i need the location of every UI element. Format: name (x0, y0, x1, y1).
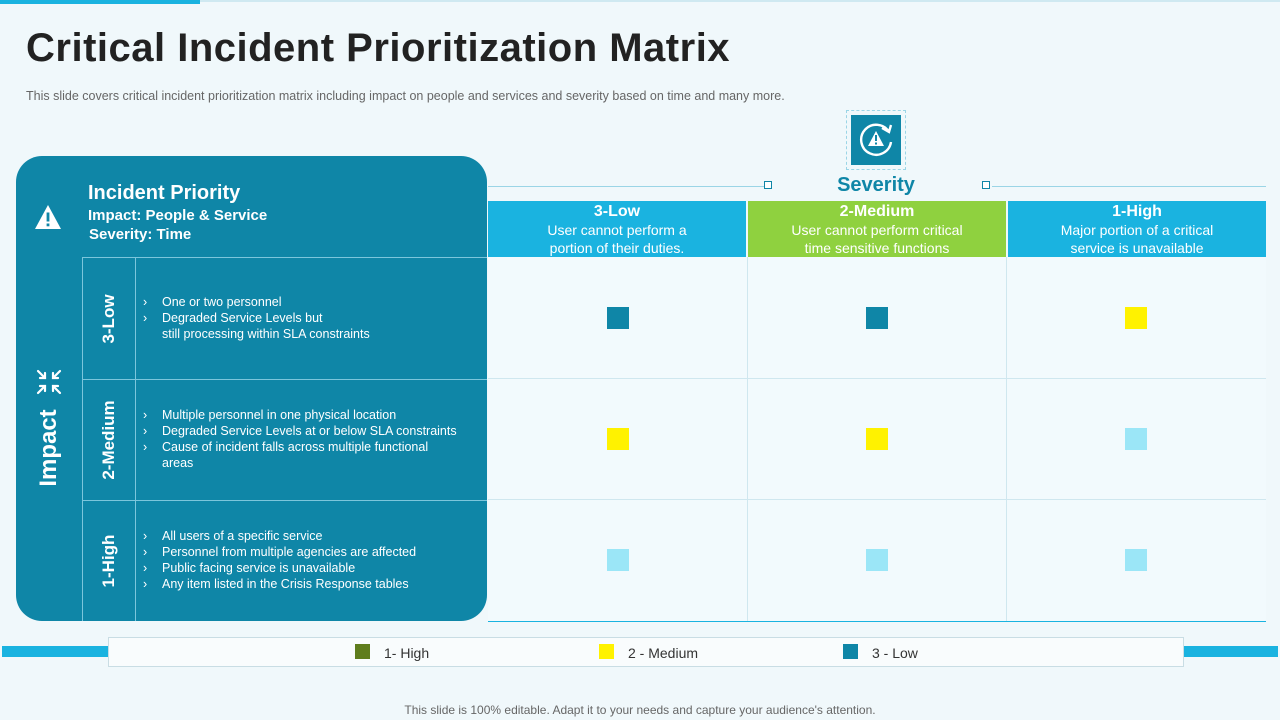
severity-column-desc: User cannot perform critical (791, 222, 963, 238)
matrix-cell-light (865, 548, 888, 571)
impact-bullets: All users of a specific service Personne… (143, 528, 416, 592)
bullet-item: All users of a specific service (143, 528, 416, 544)
severity-column-medium: 2-Medium User cannot perform critical ti… (748, 201, 1006, 257)
priority-matrix-grid (488, 257, 1266, 622)
matrix-cell-low (606, 306, 629, 329)
severity-column-high: 1-High Major portion of a critical servi… (1008, 201, 1266, 257)
impact-rows: 3-Low One or two personnel Degraded Serv… (82, 257, 487, 621)
severity-definition: Severity: Time (89, 226, 192, 243)
bullet-item: One or two personnel (143, 294, 370, 310)
severity-rule-left (488, 186, 764, 187)
legend-label-low: 3 - Low (872, 645, 918, 661)
footer-note: This slide is 100% editable. Adapt it to… (404, 703, 876, 717)
legend-swatch-medium (599, 644, 614, 659)
severity-column-desc: portion of their duties. (549, 240, 685, 256)
bullet-item: Any item listed in the Crisis Response t… (143, 576, 416, 592)
impact-row-low: 3-Low One or two personnel Degraded Serv… (83, 258, 487, 380)
severity-column-label: 3-Low (593, 203, 641, 220)
severity-title: Severity (837, 174, 915, 196)
severity-rule-right (992, 186, 1266, 187)
top-accent (0, 0, 1280, 4)
matrix-cell-light (606, 548, 629, 571)
legend-label-high: 1- High (384, 645, 430, 661)
legend-swatch-low (843, 644, 858, 659)
bullet-item: Personnel from multiple agencies are aff… (143, 544, 416, 560)
impact-column: Impact (16, 258, 82, 621)
bullet-item: areas (162, 456, 194, 470)
matrix-cell-light (1124, 548, 1147, 571)
legend-swatch-high (355, 644, 370, 659)
bullet-item: Cause of incident falls across multiple … (143, 439, 457, 455)
warning-icon (35, 205, 61, 229)
matrix-cell-light (1124, 427, 1147, 450)
bullet-item: Degraded Service Levels at or below SLA … (143, 423, 457, 439)
legend-band-right (1184, 646, 1278, 657)
legend-band-left (2, 646, 108, 657)
matrix-cell-low (865, 306, 888, 329)
bullet-item: Degraded Service Levels but (143, 310, 370, 326)
impact-bullets: Multiple personnel in one physical locat… (143, 407, 457, 471)
bullet-item: Multiple personnel in one physical locat… (143, 407, 457, 423)
arrows-inward-icon (36, 369, 62, 395)
matrix-cell-medium (606, 427, 629, 450)
matrix-cell-medium (865, 427, 888, 450)
page-subtitle: This slide covers critical incident prio… (26, 89, 785, 103)
severity-column-low: 3-Low User cannot perform a portion of t… (488, 201, 746, 257)
impact-bullets: One or two personnel Degraded Service Le… (143, 294, 370, 342)
severity-icon-frame (846, 110, 906, 170)
impact-row-high: 1-High All users of a specific service P… (83, 500, 487, 621)
legend: 1- High 2 - Medium 3 - Low (108, 637, 1184, 667)
impact-label: Impact (35, 409, 62, 487)
incident-priority-panel: Incident Priority Impact: People & Servi… (16, 156, 487, 621)
matrix-cell-medium (1124, 306, 1147, 329)
impact-row-label: 3-Low (99, 293, 118, 344)
severity-column-desc: service is unavailable (1070, 240, 1204, 256)
severity-column-label: 2-Medium (839, 203, 915, 220)
page-title: Critical Incident Prioritization Matrix (26, 26, 731, 70)
selection-handle (764, 181, 772, 189)
selection-handle (982, 181, 990, 189)
impact-row-label: 2-Medium (99, 399, 118, 480)
legend-label-medium: 2 - Medium (628, 645, 699, 661)
severity-column-desc: time sensitive functions (804, 240, 950, 256)
bullet-item: Public facing service is unavailable (143, 560, 416, 576)
severity-column-label: 1-High (1112, 203, 1162, 220)
bullet-item: still processing within SLA constraints (162, 327, 370, 341)
severity-column-desc: Major portion of a critical (1060, 222, 1214, 238)
severity-column-desc: User cannot perform a (547, 222, 687, 238)
alert-refresh-icon (859, 123, 893, 156)
impact-row-label: 1-High (99, 534, 118, 587)
impact-definition: Impact: People & Service (88, 207, 268, 224)
incident-priority-title: Incident Priority (88, 182, 241, 204)
impact-row-medium: 2-Medium Multiple personnel in one physi… (83, 379, 487, 501)
